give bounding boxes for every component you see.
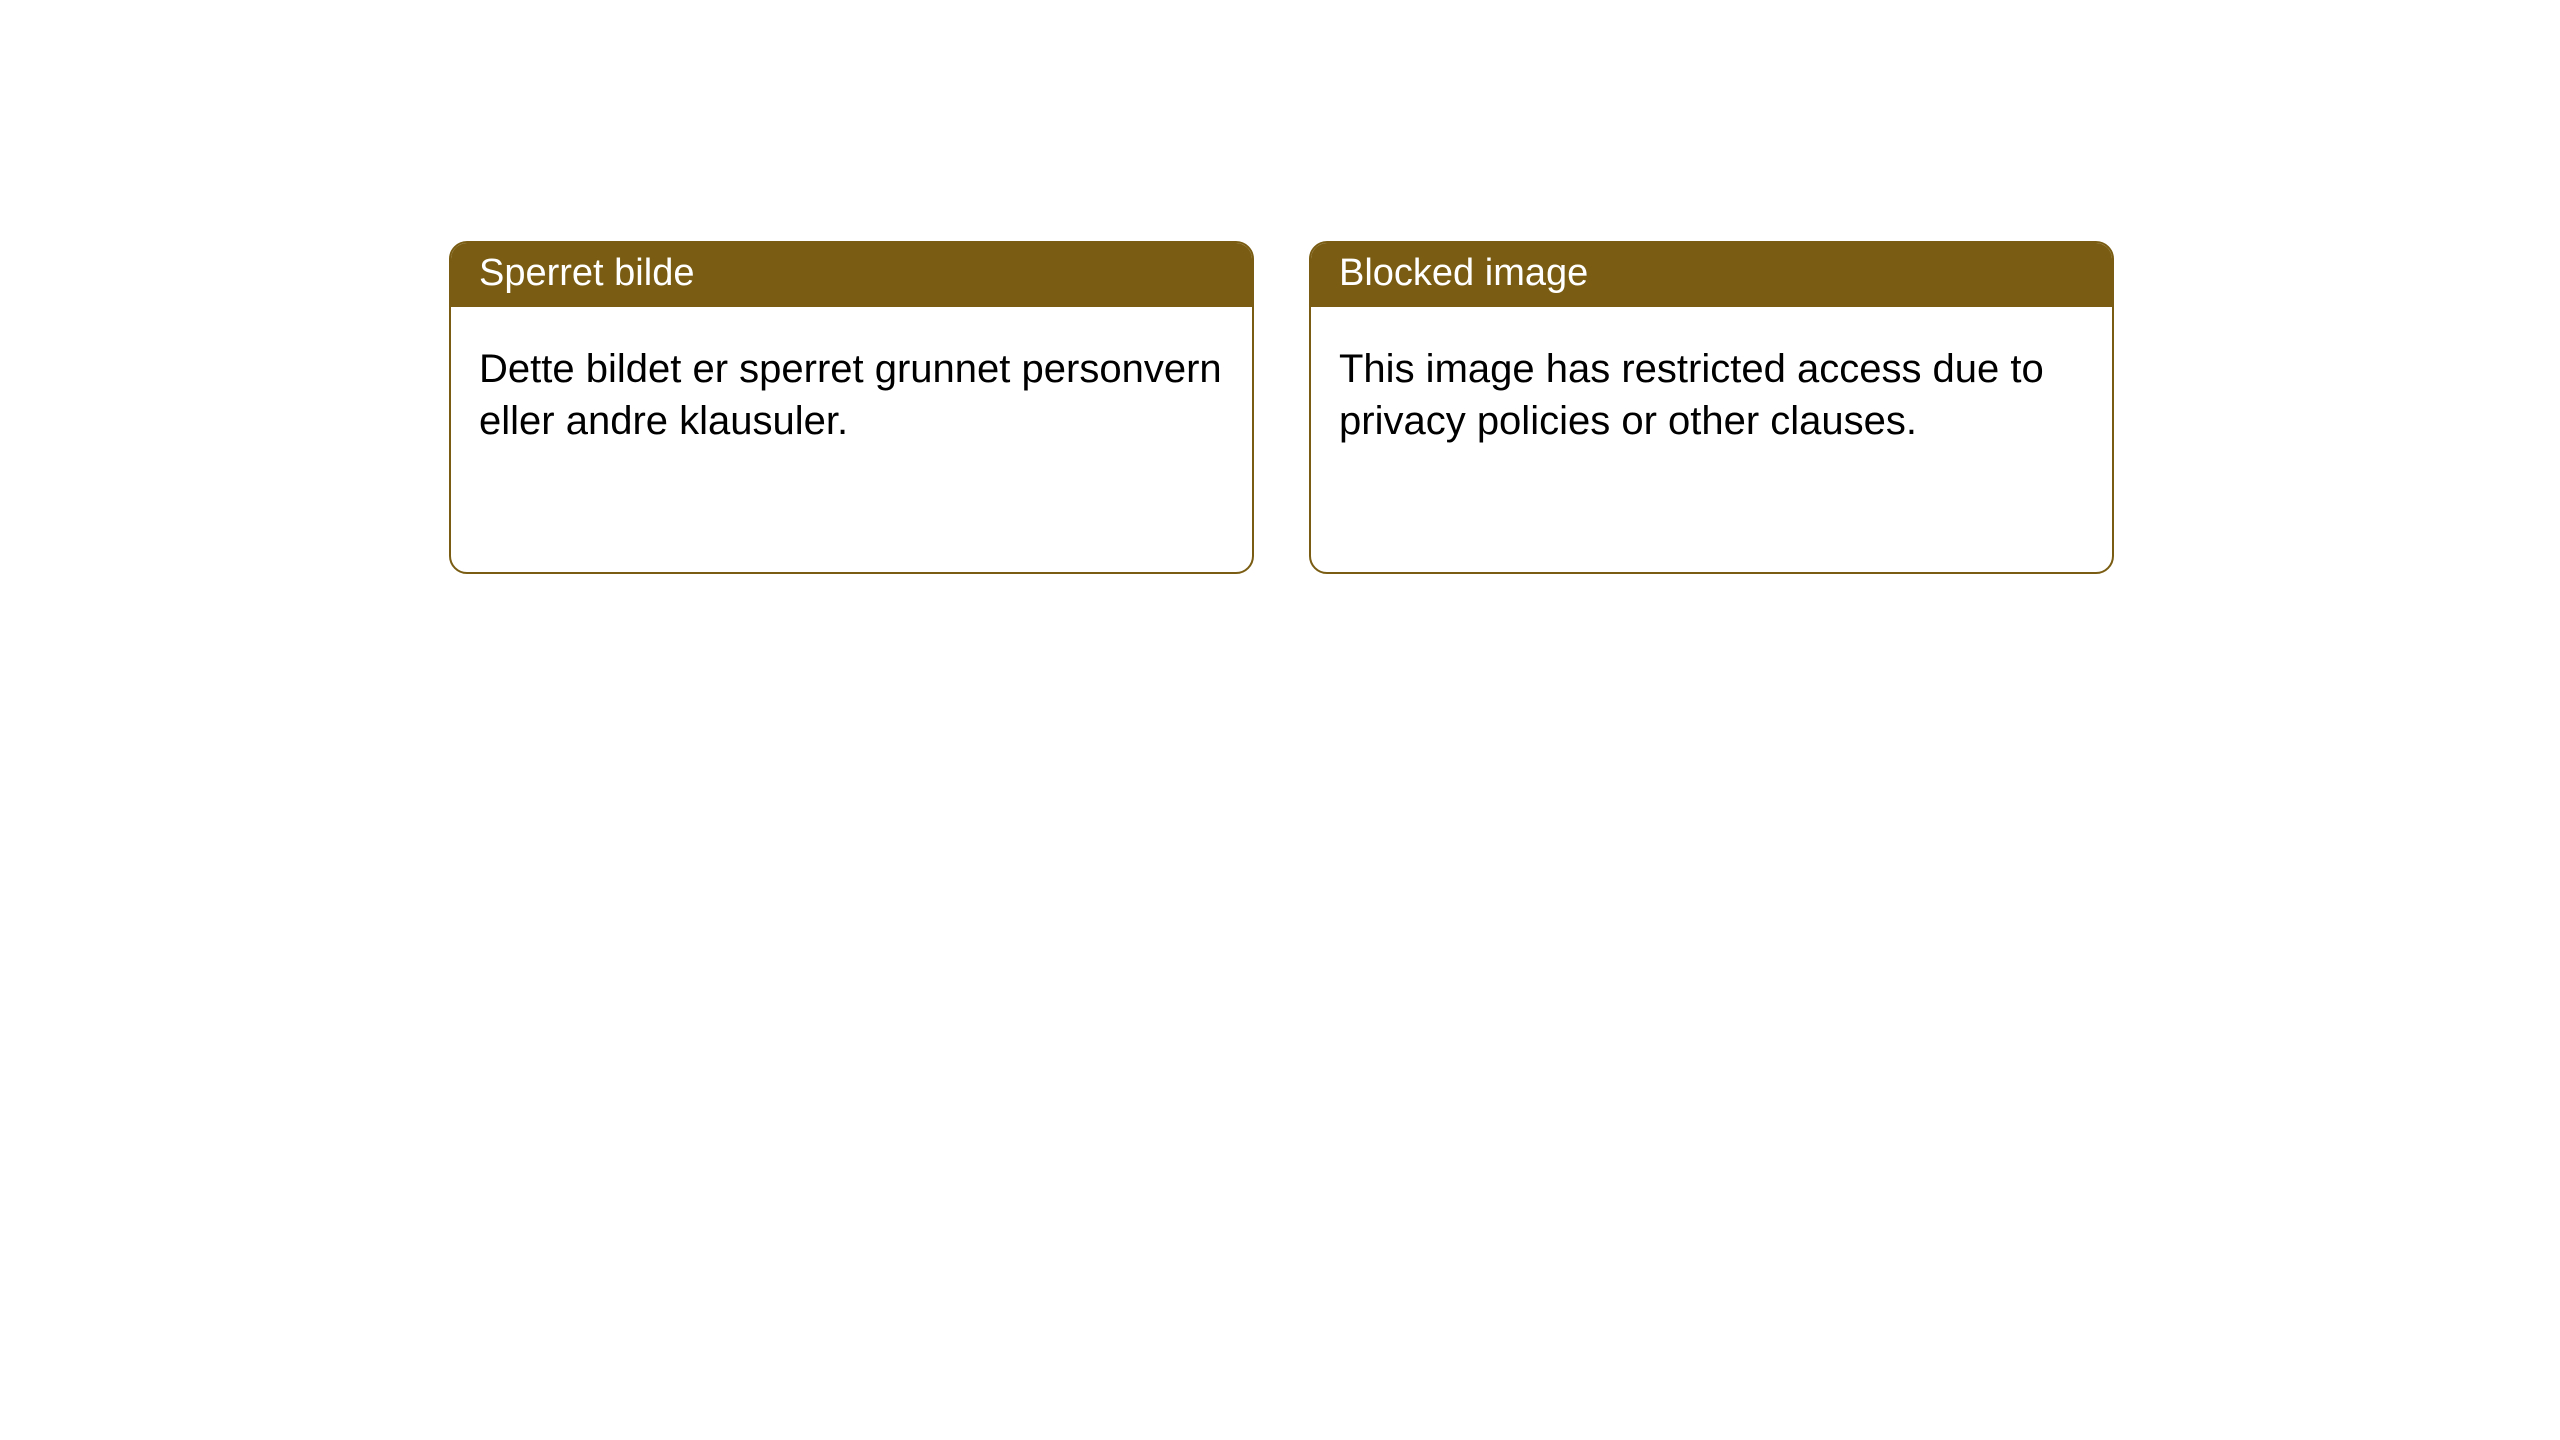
- notice-body: Dette bildet er sperret grunnet personve…: [451, 307, 1252, 475]
- notice-card-english: Blocked image This image has restricted …: [1309, 241, 2114, 574]
- notice-container: Sperret bilde Dette bildet er sperret gr…: [0, 0, 2560, 574]
- notice-body: This image has restricted access due to …: [1311, 307, 2112, 475]
- notice-card-norwegian: Sperret bilde Dette bildet er sperret gr…: [449, 241, 1254, 574]
- notice-header: Sperret bilde: [451, 243, 1252, 307]
- notice-header: Blocked image: [1311, 243, 2112, 307]
